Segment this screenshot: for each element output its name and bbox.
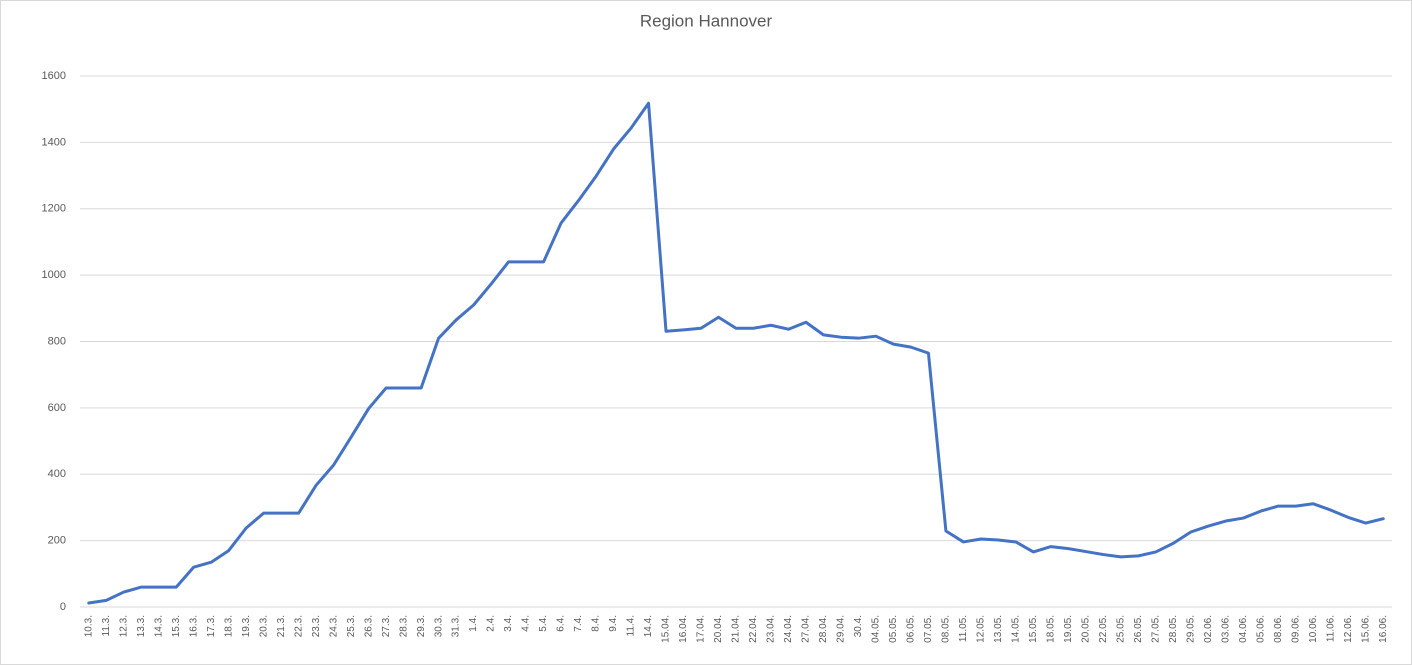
x-tick-label: 20.05.: [1081, 615, 1092, 643]
x-tick-label: 15.04.: [661, 615, 672, 643]
x-tick-label: 16.06.: [1378, 615, 1389, 643]
x-tick-label: 29.3.: [416, 615, 427, 637]
x-tick-label: 1.4.: [468, 615, 479, 632]
x-tick-label: 13.3.: [136, 615, 147, 637]
x-tick-label: 24.3.: [328, 615, 339, 637]
x-tick-label: 03.06.: [1220, 615, 1231, 643]
x-tick-label: 10.06.: [1308, 615, 1319, 643]
x-tick-label: 26.3.: [363, 615, 374, 637]
x-tick-label: 21.3.: [276, 615, 287, 637]
x-tick-label: 28.04.: [818, 615, 829, 643]
y-tick-label: 1200: [42, 203, 66, 215]
x-tick-label: 20.04.: [713, 615, 724, 643]
x-tick-label: 10.3.: [83, 615, 94, 637]
x-tick-label: 17.04.: [696, 615, 707, 643]
x-tick-label: 6.4.: [556, 615, 567, 632]
x-tick-label: 15.06.: [1360, 615, 1371, 643]
x-tick-label: 15.3.: [171, 615, 182, 637]
x-tick-label: 24.04.: [783, 615, 794, 643]
x-tick-label: 20.3.: [258, 615, 269, 637]
x-tick-label: 22.04.: [748, 615, 759, 643]
x-tick-label: 02.06.: [1203, 615, 1214, 643]
x-tick-label: 16.04.: [678, 615, 689, 643]
x-tick-label: 07.05.: [923, 615, 934, 643]
x-tick-label: 3.4.: [503, 615, 514, 632]
x-tick-label: 14.4.: [643, 615, 654, 637]
x-tick-label: 27.05.: [1150, 615, 1161, 643]
chart-title: Region Hannover: [640, 11, 773, 30]
x-tick-label: 09.06.: [1290, 615, 1301, 643]
x-tick-label: 9.4.: [608, 615, 619, 632]
x-tick-label: 5.4.: [538, 615, 549, 632]
x-tick-label: 19.3.: [241, 615, 252, 637]
x-tick-label: 05.05.: [888, 615, 899, 643]
data-line: [87, 101, 1385, 605]
x-tick-label: 2.4.: [486, 615, 497, 632]
x-tick-label: 22.05.: [1098, 615, 1109, 643]
x-tick-label: 31.3.: [451, 615, 462, 637]
y-tick-label: 400: [48, 468, 66, 480]
x-tick-label: 14.05.: [1011, 615, 1022, 643]
x-tick-label: 27.04.: [801, 615, 812, 643]
x-tick-label: 06.05.: [906, 615, 917, 643]
x-tick-label: 04.05.: [871, 615, 882, 643]
x-tick-label: 15.05.: [1028, 615, 1039, 643]
x-tick-label: 11.4.: [626, 615, 637, 637]
y-tick-label: 1600: [42, 70, 66, 82]
x-tick-label: 25.3.: [346, 615, 357, 637]
x-tick-label: 4.4.: [521, 615, 532, 632]
x-tick-label: 17.3.: [206, 615, 217, 637]
x-tick-label: 30.3.: [433, 615, 444, 637]
y-tick-label: 1400: [42, 136, 66, 148]
x-tick-label: 30.4.: [853, 615, 864, 637]
x-tick-label: 16.3.: [188, 615, 199, 637]
x-tick-label: 29.04.: [836, 615, 847, 643]
x-tick-label: 23.04.: [766, 615, 777, 643]
x-tick-label: 25.05.: [1115, 615, 1126, 643]
x-tick-label: 12.06.: [1343, 615, 1354, 643]
x-tick-label: 29.05.: [1185, 615, 1196, 643]
x-tick-label: 21.04.: [731, 615, 742, 643]
y-tick-label: 1000: [42, 269, 66, 281]
x-tick-label: 8.4.: [591, 615, 602, 632]
x-tick-label: 12.3.: [118, 615, 129, 637]
x-tick-label: 13.05.: [993, 615, 1004, 643]
y-tick-label: 600: [48, 402, 66, 414]
x-tick-label: 19.05.: [1063, 615, 1074, 643]
y-tick-label: 800: [48, 335, 66, 347]
x-tick-label: 11.05.: [958, 615, 969, 642]
x-tick-label: 08.05.: [941, 615, 952, 643]
y-tick-label: 200: [48, 535, 66, 547]
x-tick-label: 23.3.: [311, 615, 322, 637]
x-tick-label: 28.3.: [398, 615, 409, 637]
x-tick-label: 7.4.: [573, 615, 584, 632]
x-tick-label: 12.05.: [976, 615, 987, 643]
x-tick-label: 11.3.: [101, 615, 112, 637]
x-tick-label: 18.05.: [1046, 615, 1057, 643]
x-tick-label: 27.3.: [381, 615, 392, 637]
x-tick-label: 28.05.: [1168, 615, 1179, 643]
x-tick-label: 22.3.: [293, 615, 304, 637]
x-tick-label: 08.06.: [1273, 615, 1284, 643]
y-tick-label: 0: [60, 601, 66, 613]
x-tick-label: 14.3.: [153, 615, 164, 637]
x-tick-label: 05.06.: [1255, 615, 1266, 643]
x-tick-label: 11.06.: [1325, 615, 1336, 642]
x-tick-label: 04.06.: [1238, 615, 1249, 643]
x-tick-label: 26.05.: [1133, 615, 1144, 643]
x-tick-label: 18.3.: [223, 615, 234, 637]
